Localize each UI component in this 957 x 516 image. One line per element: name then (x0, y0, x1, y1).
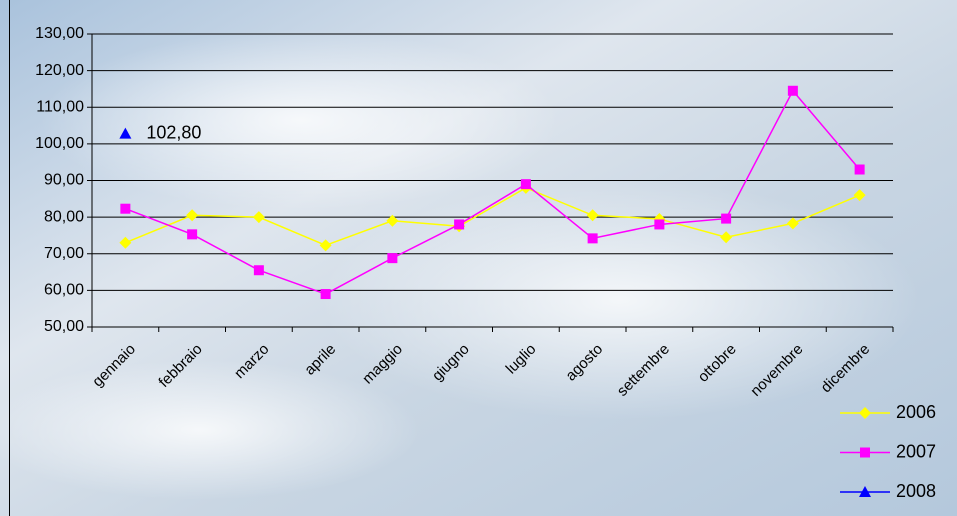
cloud (40, 30, 560, 210)
legend-label: 2008 (896, 481, 936, 501)
marker (321, 289, 331, 299)
legend-label: 2006 (896, 402, 936, 422)
y-tick-label: 70,00 (44, 245, 84, 262)
marker (855, 165, 865, 175)
y-tick-label: 90,00 (44, 172, 84, 189)
marker (654, 219, 664, 229)
y-tick-label: 100,00 (35, 135, 84, 152)
marker (254, 265, 264, 275)
marker (788, 86, 798, 96)
cloud (0, 360, 420, 500)
marker (387, 253, 397, 263)
marker (721, 214, 731, 224)
y-tick-label: 60,00 (44, 282, 84, 299)
chart: 50,00 60,00 70,00 80,00 90,00 100,00 110,00 120… (0, 0, 957, 516)
marker (521, 179, 531, 189)
marker (860, 448, 870, 458)
y-tick-label: 110,00 (36, 98, 84, 115)
marker (454, 219, 464, 229)
y-tick-label: 120,00 (35, 62, 84, 79)
y-tick-label: 80,00 (44, 208, 84, 225)
y-tick-label: 50,00 (44, 318, 84, 335)
marker (588, 233, 598, 243)
marker (187, 229, 197, 239)
marker (120, 204, 130, 214)
legend-label: 2007 (896, 441, 936, 461)
y-tick-label: 130,00 (35, 25, 84, 42)
data-label: 102,80 (146, 122, 201, 142)
